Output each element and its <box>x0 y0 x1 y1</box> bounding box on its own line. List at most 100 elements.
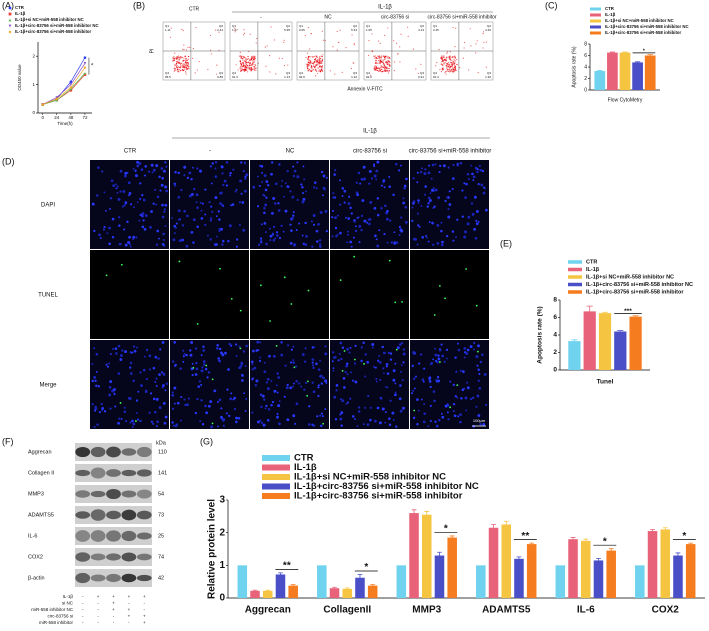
nucleus <box>455 370 458 373</box>
data-point <box>83 71 87 75</box>
nucleus <box>230 204 233 207</box>
nucleus <box>111 217 115 221</box>
nucleus <box>289 386 293 390</box>
flow-event <box>185 59 187 62</box>
nucleus <box>386 241 389 244</box>
nucleus <box>476 394 480 398</box>
nucleus <box>291 216 294 220</box>
nucleus <box>200 383 203 386</box>
nucleus <box>254 384 258 387</box>
nucleus <box>91 403 94 406</box>
nucleus <box>349 346 352 349</box>
nucleus <box>345 402 348 405</box>
flow-event <box>321 59 324 61</box>
flow-event <box>470 45 472 47</box>
flow-event <box>251 56 253 58</box>
nucleus <box>244 175 247 178</box>
nucleus <box>447 404 450 407</box>
nucleus <box>348 351 351 354</box>
nucleus <box>398 397 402 401</box>
nucleus <box>452 410 455 413</box>
nucleus <box>240 373 244 377</box>
scale-label: 100μm <box>473 418 486 423</box>
nucleus <box>221 243 224 246</box>
flow-event <box>255 42 257 44</box>
flow-event <box>449 69 451 71</box>
flow-event <box>441 61 443 63</box>
quadrant-value: 5.34 <box>351 28 357 32</box>
tunel-positive <box>211 422 214 425</box>
nucleus <box>332 192 335 195</box>
flow-event <box>377 55 379 57</box>
nucleus <box>316 240 319 243</box>
nucleus <box>277 376 281 379</box>
nucleus <box>128 194 131 197</box>
flow-event <box>185 73 187 75</box>
nucleus <box>342 377 346 380</box>
tunel-positive <box>394 301 397 304</box>
nucleus <box>336 214 339 217</box>
nucleus <box>413 387 416 390</box>
tunel-positive <box>239 309 242 312</box>
nucleus <box>317 223 320 226</box>
nucleus <box>201 423 205 426</box>
flow-event <box>185 68 187 70</box>
nucleus <box>286 344 290 347</box>
flow-event <box>173 67 175 69</box>
nucleus <box>276 415 279 419</box>
micrograph <box>90 250 169 339</box>
flow-event <box>312 62 315 64</box>
nucleus <box>221 353 225 357</box>
nucleus <box>482 191 486 195</box>
nucleus <box>284 209 288 213</box>
nucleus <box>392 378 396 382</box>
error-bar <box>437 551 442 559</box>
nucleus <box>162 232 166 236</box>
nucleus <box>356 425 359 428</box>
nucleus <box>303 360 307 363</box>
flow-event <box>252 60 254 62</box>
nucleus <box>386 386 389 389</box>
flow-event <box>387 57 389 59</box>
flow-event <box>250 69 252 71</box>
flow-event <box>179 67 182 69</box>
nucleus <box>292 214 295 217</box>
flow-event <box>182 69 184 72</box>
blot-band <box>136 446 152 458</box>
nucleus <box>298 382 301 385</box>
nucleus <box>225 161 229 164</box>
nucleus <box>389 399 392 402</box>
legend-marker <box>8 12 12 16</box>
nucleus <box>228 224 232 228</box>
nucleus <box>317 386 320 389</box>
nucleus <box>461 189 464 192</box>
flow-event <box>183 66 185 68</box>
flow-event <box>383 70 385 72</box>
nucleus <box>220 165 224 169</box>
nucleus <box>477 368 480 372</box>
nucleus <box>232 398 235 401</box>
micrograph <box>170 250 249 339</box>
nucleus <box>300 183 303 186</box>
nucleus <box>195 193 199 197</box>
x-tick-label: IL-6 <box>577 605 595 616</box>
nucleus <box>312 364 315 367</box>
legend-swatch <box>590 25 601 29</box>
flow-event <box>381 59 383 61</box>
flow-event <box>183 44 185 46</box>
nucleus <box>218 218 221 221</box>
flow-event <box>175 64 177 66</box>
tunel-positive <box>433 314 436 316</box>
nucleus <box>380 184 383 187</box>
flow-event <box>317 63 319 66</box>
tunel-positive <box>449 406 452 409</box>
flow-event <box>375 57 377 59</box>
tunel-positive <box>339 279 342 282</box>
legend-swatch <box>262 464 290 471</box>
y-tick-label: 1 <box>32 82 35 87</box>
flow-event <box>313 66 316 68</box>
nucleus <box>456 218 459 221</box>
nucleus <box>148 411 151 414</box>
nucleus <box>482 422 486 426</box>
nucleus <box>129 361 133 365</box>
